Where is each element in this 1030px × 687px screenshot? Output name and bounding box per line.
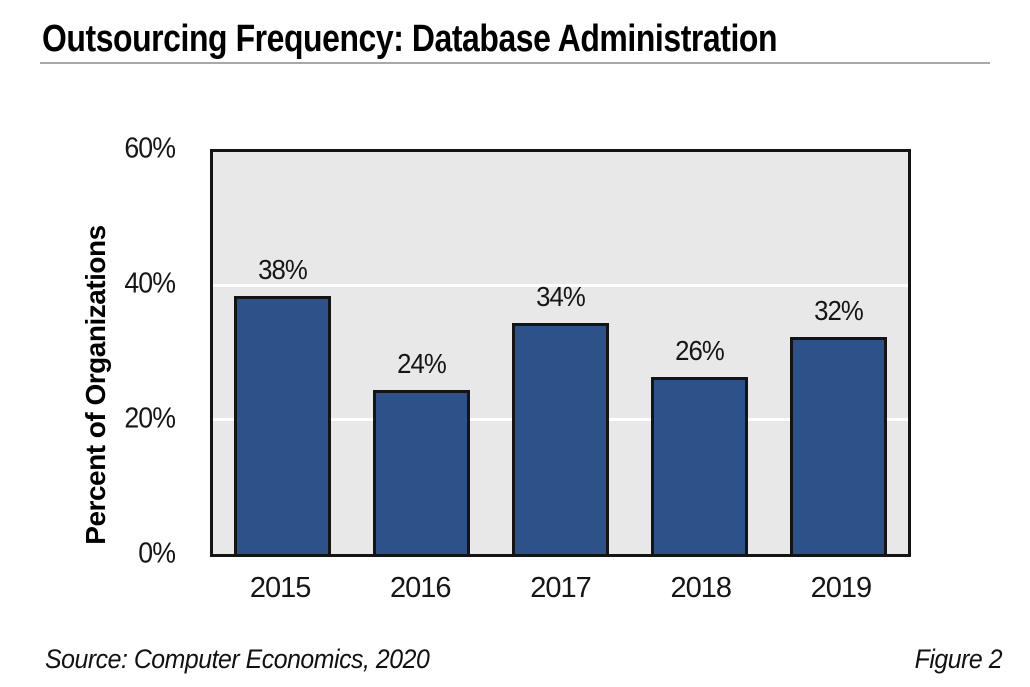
chart-title: Outsourcing Frequency: Database Administ… xyxy=(42,18,778,60)
bar-slot-2017: 34% xyxy=(491,152,630,554)
figure-number: Figure 2 xyxy=(914,644,1003,674)
bar-value-label-2019: 32% xyxy=(814,294,864,326)
bars-container: 38% 24% 34% 26% 32% xyxy=(213,152,908,554)
plot-area: 38% 24% 34% 26% 32% xyxy=(210,149,911,557)
y-tick-40%: 40% xyxy=(124,267,176,300)
bar-value-label-2016: 24% xyxy=(397,348,447,380)
bar-2017 xyxy=(512,323,609,554)
gridline-40 xyxy=(213,284,908,288)
bar-value-label-2017: 34% xyxy=(536,281,586,313)
bar-2016 xyxy=(373,390,470,554)
x-tick-2019: 2019 xyxy=(810,572,873,604)
bar-value-label-2018: 26% xyxy=(675,334,725,366)
y-tick-60%: 60% xyxy=(124,132,176,165)
bar-slot-2015: 38% xyxy=(213,152,352,554)
bar-slot-2018: 26% xyxy=(630,152,769,554)
bar-2015 xyxy=(234,296,331,554)
x-tick-2017: 2017 xyxy=(530,572,592,604)
y-axis-tick-labels: 0% 20% 40% 60% xyxy=(0,134,176,568)
source-note: Source: Computer Economics, 2020 xyxy=(45,644,430,674)
bar-slot-2016: 24% xyxy=(352,152,491,554)
title-divider xyxy=(40,62,990,64)
bar-2019 xyxy=(790,336,887,554)
y-tick-20%: 20% xyxy=(124,402,176,435)
bar-2018 xyxy=(651,376,748,554)
x-axis-tick-labels: 2015 2016 2017 2018 2019 xyxy=(210,572,911,605)
bar-value-label-2015: 38% xyxy=(258,254,308,286)
x-tick-2018: 2018 xyxy=(670,572,732,604)
x-tick-2016: 2016 xyxy=(390,572,452,604)
bar-slot-2019: 32% xyxy=(769,152,908,554)
x-tick-2015: 2015 xyxy=(249,572,312,604)
y-tick-0%: 0% xyxy=(138,537,176,570)
